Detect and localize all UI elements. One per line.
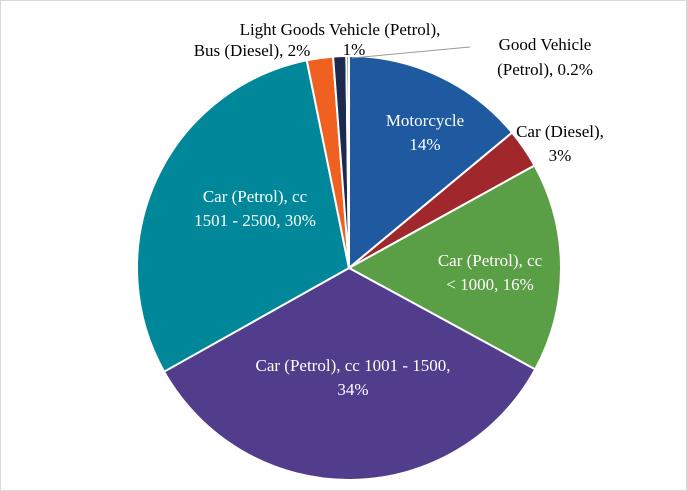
data-label: < 1000, 16% [446,275,534,294]
pie-slice [345,54,350,269]
data-label: Car (Diesel), [516,122,604,141]
pie-slice [346,164,562,371]
data-label: Car (Petrol), cc [438,251,543,270]
data-label: 3% [549,146,572,165]
data-label: Car (Petrol), cc 1001 - 1500, [256,356,451,375]
data-label: Motorcycle [386,111,464,130]
data-label: 34% [337,380,368,399]
data-label: 1501 - 2500, 30% [194,211,316,230]
data-label: 1% [343,40,366,59]
data-label: Light Goods Vehicle (Petrol), [240,20,441,39]
data-label: 14% [409,135,440,154]
pie-slice [162,266,537,481]
pie-slice [136,59,351,374]
data-label: Good Vehicle [499,35,592,54]
data-label: Bus (Diesel), 2% [194,41,311,60]
data-label: (Petrol), 0.2% [497,60,593,79]
leader-line [351,46,471,59]
data-label: Car (Petrol), cc [203,187,308,206]
